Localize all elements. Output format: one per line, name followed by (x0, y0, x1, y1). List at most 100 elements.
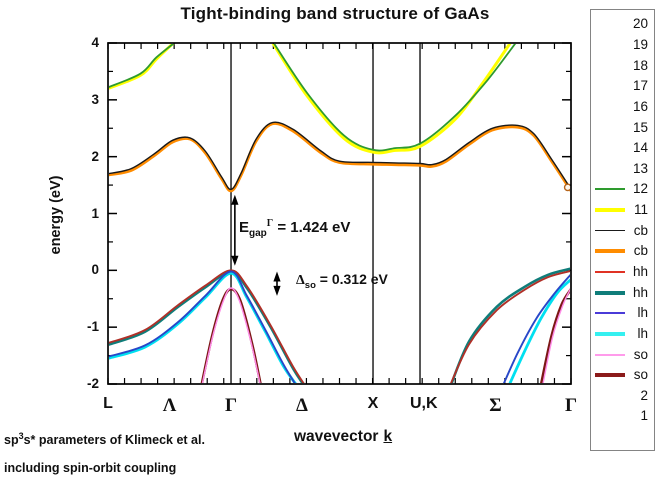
arrow-head-up (273, 271, 281, 282)
delta-so-value: = 0.312 eV (315, 271, 388, 287)
legend-entry: so (591, 365, 654, 386)
parameters-note-superscript: 3 (18, 431, 24, 441)
band-hh (450, 267, 570, 383)
legend-label: hh (632, 284, 648, 300)
band-hh (450, 270, 570, 383)
x-tick-label: Σ (489, 395, 502, 416)
legend-swatch (595, 230, 625, 232)
delta-so-annotation: Δso = 0.312 eV (296, 271, 388, 291)
legend-label: cb (633, 243, 648, 259)
legend-entry: cb (591, 241, 654, 262)
egap-subscript: gap (249, 228, 267, 239)
band-12 (109, 44, 175, 88)
band-lh (503, 273, 570, 383)
legend-swatch (595, 373, 625, 378)
x-axis-label-text: wavevector (294, 428, 379, 445)
legend-swatch (595, 208, 625, 213)
band-11 (109, 44, 175, 90)
legend-swatch (595, 331, 625, 336)
legend-swatch (595, 249, 625, 254)
x-tick-label: X (367, 395, 379, 412)
legend-label: 15 (632, 119, 648, 135)
x-tick-label: Γ (224, 395, 238, 416)
legend-label: lh (637, 305, 648, 321)
legend-entry: 2 (591, 386, 654, 407)
legend-label: 2 (640, 387, 648, 403)
legend-entry: 14 (591, 138, 654, 159)
legend-entry: hh (591, 282, 654, 303)
band-so (201, 287, 261, 383)
band-cb (109, 121, 570, 193)
legend-line (595, 208, 625, 213)
legend-line (595, 290, 625, 295)
legend-entry: 12 (591, 179, 654, 200)
x-tick-label: L (103, 395, 113, 412)
legend-label: 13 (632, 160, 648, 176)
y-tick-label: 4 (91, 35, 99, 50)
legend-entry: 19 (591, 35, 654, 56)
legend-swatch (595, 353, 625, 356)
y-tick-label: 2 (91, 148, 99, 164)
legend-entry: 17 (591, 76, 654, 97)
x-tick-label: Γ (564, 395, 578, 416)
legend-line (595, 230, 625, 232)
legend-label: so (633, 367, 648, 383)
y-tick-label: 1 (91, 205, 99, 221)
spin-orbit-note: including spin-orbit coupling (4, 461, 177, 475)
x-tick-label: Λ (162, 395, 177, 416)
delta-so-subscript: so (304, 279, 316, 291)
x-tick-label: Δ (296, 395, 308, 416)
legend-entry: 11 (591, 200, 654, 221)
legend-label: 20 (632, 16, 648, 32)
x-tick-label: U,K (409, 395, 438, 412)
legend-line (595, 312, 625, 315)
legend-entry: lh (591, 303, 654, 324)
legend-line (595, 373, 625, 378)
legend-label: 12 (632, 181, 648, 197)
legend-swatch (595, 312, 625, 315)
legend-swatch (595, 290, 625, 295)
x-axis-label: wavevector k (294, 428, 392, 446)
legend-entry: hh (591, 262, 654, 283)
legend: 20 19 18 17 16 15 14 13 12 11 cb cb hh hh lh lh so so 2 1 (590, 9, 655, 451)
legend-entry: 16 (591, 97, 654, 118)
legend-line (595, 249, 625, 254)
legend-entry: so (591, 344, 654, 365)
y-tick-label: -1 (86, 319, 99, 335)
egap-symbol: E (239, 219, 250, 236)
legend-entry: cb (591, 220, 654, 241)
band-hh (109, 269, 305, 383)
y-tick-label: 0 (91, 262, 99, 278)
legend-label: lh (637, 325, 648, 341)
legend-swatch (595, 188, 625, 191)
legend-label: 14 (632, 140, 648, 156)
legend-line (595, 331, 625, 336)
legend-entry: 1 (591, 406, 654, 427)
legend-entry: 13 (591, 158, 654, 179)
legend-swatch (595, 271, 625, 273)
parameters-note-prefix: sp (4, 433, 19, 448)
legend-label: 17 (632, 78, 648, 94)
legend-label: hh (632, 264, 648, 279)
arrow-head-down (231, 255, 239, 266)
legend-entry: 18 (591, 55, 654, 76)
chart-title: Tight-binding band structure of GaAs (180, 4, 490, 23)
legend-label: 19 (632, 36, 648, 52)
egap-value: = 1.424 eV (273, 219, 351, 236)
legend-label: 11 (633, 202, 648, 218)
band-so (542, 288, 570, 383)
legend-entry: lh (591, 324, 654, 345)
band-lh (508, 278, 570, 383)
band-12 (273, 44, 517, 152)
legend-line (595, 271, 625, 273)
cb-gamma-marker (563, 183, 570, 192)
legend-label: 16 (632, 98, 648, 114)
legend-label: so (633, 346, 648, 362)
wavevector-k-symbol: k (383, 428, 393, 445)
arrow-head-up (231, 194, 239, 205)
arrow-head-down (273, 285, 281, 296)
y-tick-label: -2 (86, 376, 99, 391)
legend-line (595, 353, 625, 356)
